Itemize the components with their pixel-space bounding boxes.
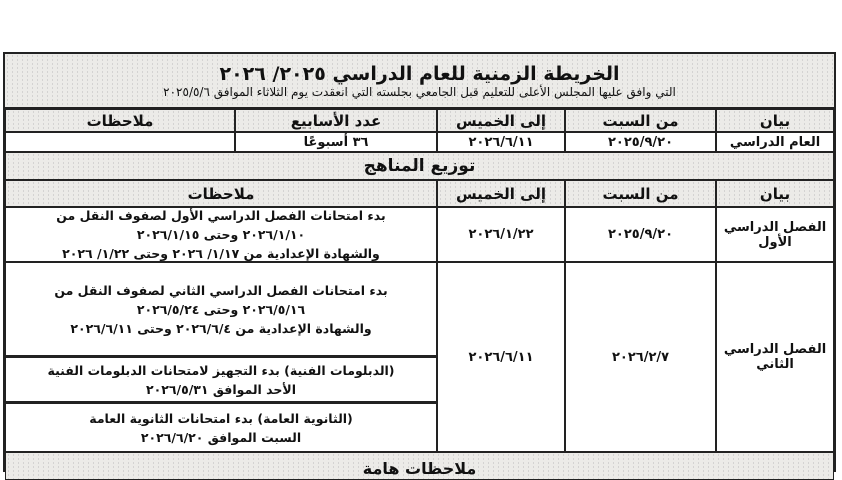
t1-row-label: العام الدراسي	[716, 132, 834, 152]
section-important-notes-title: ملاحظات هامة	[5, 452, 834, 480]
t1-row-weeks: ٣٦ أسبوعًا	[235, 132, 437, 152]
t1-row-to: ٢٠٢٦/٦/١١	[437, 132, 565, 152]
note-line: ٢٠٢٦/١/١٠ وحتى ٢٠٢٦/١/١٥	[136, 227, 306, 242]
note-line: بدء امتحانات الفصل الدراسي الأول لصفوف ا…	[56, 208, 386, 223]
t1-header-statement: بيان	[716, 109, 834, 132]
term2-notes-exams: بدء امتحانات الفصل الدراسي الثاني لصفوف …	[5, 262, 437, 356]
note-line: (الثانوية العامة) بدء امتحانات الثانوية …	[89, 410, 353, 426]
note-line: السبت الموافق ٢٠٢٦/٦/٢٠	[140, 429, 302, 445]
t1-header-from: من السبت	[565, 109, 716, 132]
document-title: الخريطة الزمنية للعام الدراسي ٢٠٢٥/ ٢٠٢٦	[219, 62, 620, 85]
document-subtitle: التي وافق عليها المجلس الأعلى للتعليم قب…	[163, 84, 676, 99]
note-line: والشهادة الإعدادية من ١/١٧/ ٢٠٢٦ وحتى ١/…	[62, 246, 380, 261]
t1-header-weeks: عدد الأسابيع	[235, 109, 437, 132]
term1-notes: بدء امتحانات الفصل الدراسي الأول لصفوف ا…	[5, 207, 437, 262]
timeline-document: الخريطة الزمنية للعام الدراسي ٢٠٢٥/ ٢٠٢٦…	[3, 52, 836, 480]
t2-header-notes: ملاحظات	[5, 180, 437, 207]
t2-header-to: إلى الخميس	[437, 180, 565, 207]
title-block: الخريطة الزمنية للعام الدراسي ٢٠٢٥/ ٢٠٢٦…	[5, 54, 834, 109]
term1-to: ٢٠٢٦/١/٢٢	[437, 207, 565, 262]
term2-to: ٢٠٢٦/٦/١١	[437, 262, 565, 452]
note-line: (الدبلومات الفنية) بدء التجهيز لامتحانات…	[47, 362, 395, 378]
term2-notes-secondary: (الثانوية العامة) بدء امتحانات الثانوية …	[5, 402, 437, 452]
t2-header-from: من السبت	[565, 180, 716, 207]
t2-header-statement: بيان	[716, 180, 834, 207]
t1-header-notes: ملاحظات	[5, 109, 235, 132]
note-line: الأحد الموافق ٢٠٢٦/٥/٣١	[146, 381, 297, 397]
t1-row-notes	[5, 132, 235, 152]
term1-label: الفصل الدراسي الأول	[716, 207, 834, 262]
term2-notes-diplomas: (الدبلومات الفنية) بدء التجهيز لامتحانات…	[5, 356, 437, 402]
t1-header-to: إلى الخميس	[437, 109, 565, 132]
note-line: والشهادة الإعدادية من ٢٠٢٦/٦/٤ وحتى ٢٠٢٦…	[70, 320, 372, 336]
note-line: ٢٠٢٦/٥/١٦ وحتى ٢٠٢٦/٥/٢٤	[136, 301, 306, 317]
section-curriculum-title: توزيع المناهج	[5, 152, 834, 180]
term1-from: ٢٠٢٥/٩/٢٠	[565, 207, 716, 262]
note-line: بدء امتحانات الفصل الدراسي الثاني لصفوف …	[54, 282, 388, 298]
t1-row-from: ٢٠٢٥/٩/٢٠	[565, 132, 716, 152]
term2-from: ٢٠٢٦/٢/٧	[565, 262, 716, 452]
term2-label: الفصل الدراسي الثاني	[716, 262, 834, 452]
